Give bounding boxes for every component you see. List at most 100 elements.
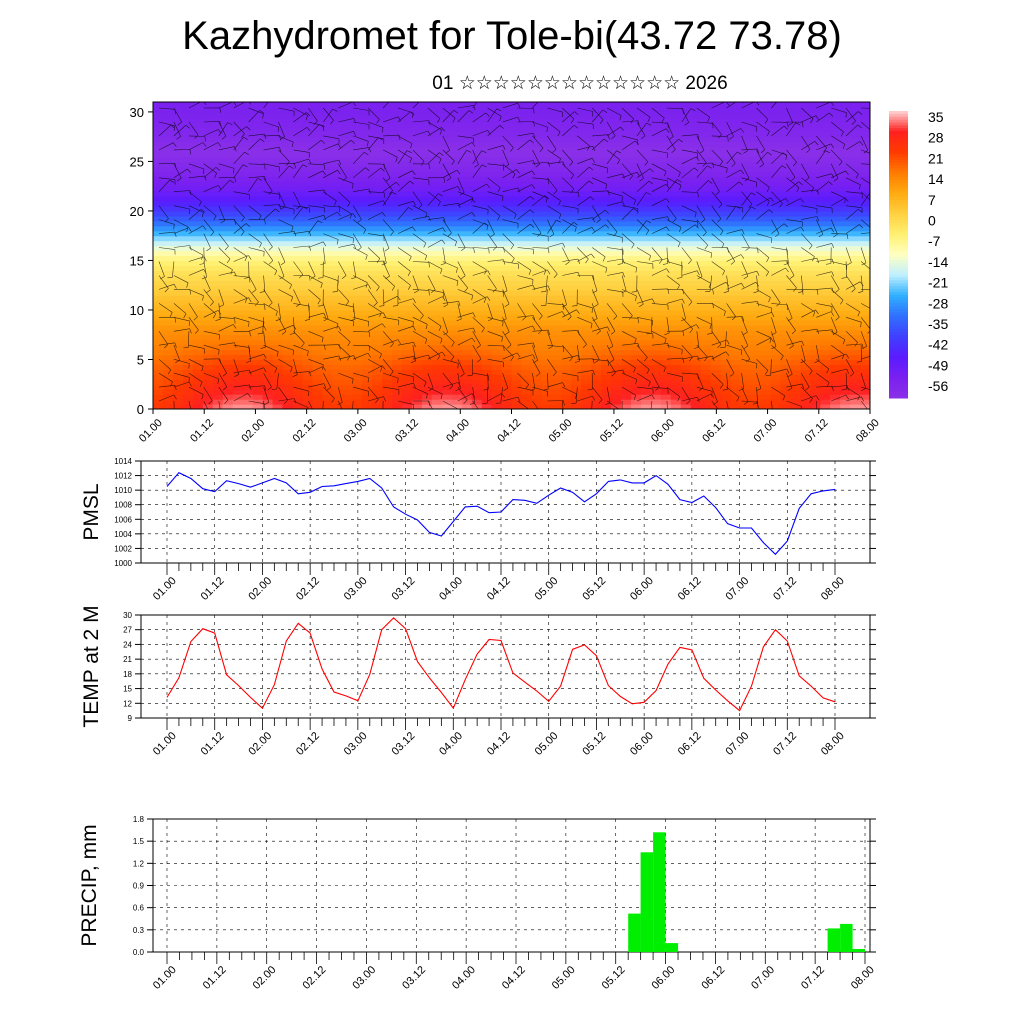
heatmap-cell bbox=[431, 314, 443, 321]
heatmap-cell bbox=[471, 230, 483, 237]
heatmap-cell bbox=[342, 156, 353, 163]
heatmap-cell bbox=[800, 339, 811, 346]
heatmap-cell bbox=[780, 305, 791, 311]
heatmap-cell bbox=[212, 300, 224, 306]
heatmap-cell bbox=[302, 161, 313, 167]
wind-barb-flag bbox=[215, 319, 221, 321]
heatmap-cell bbox=[640, 339, 652, 346]
heatmap-cell bbox=[581, 309, 592, 316]
heatmap-cell bbox=[660, 324, 672, 331]
heatmap-cell bbox=[461, 379, 473, 385]
heatmap-cell bbox=[810, 329, 821, 336]
heatmap-cell bbox=[810, 275, 821, 281]
heatmap-cell bbox=[650, 374, 662, 380]
heatmap-cell bbox=[392, 319, 403, 326]
heatmap-cell bbox=[770, 354, 781, 361]
heatmap-cell bbox=[302, 210, 313, 217]
heatmap-cell bbox=[611, 404, 622, 409]
heatmap-cell bbox=[481, 324, 493, 331]
heatmap-cell bbox=[252, 230, 264, 237]
heatmap-cell bbox=[312, 260, 323, 266]
heatmap-cell bbox=[242, 245, 254, 252]
wind-barb bbox=[323, 355, 340, 360]
heatmap-cell bbox=[621, 280, 632, 286]
heatmap-cell bbox=[531, 285, 542, 291]
heatmap-cell bbox=[242, 384, 254, 390]
wind-barb bbox=[276, 373, 279, 390]
heatmap-cell bbox=[242, 181, 254, 187]
heatmap-cell bbox=[501, 260, 513, 266]
heatmap-cell bbox=[302, 196, 313, 202]
heatmap-cell bbox=[312, 389, 323, 395]
wind-barb-flag bbox=[173, 284, 177, 289]
heatmap-cell bbox=[153, 334, 164, 341]
heatmap-cell bbox=[730, 374, 742, 380]
heatmap-cell bbox=[312, 196, 323, 202]
heatmap-cell bbox=[262, 126, 274, 133]
heatmap-cell bbox=[372, 102, 383, 108]
heatmap-cell bbox=[372, 334, 383, 341]
heatmap-cell bbox=[640, 245, 652, 252]
heatmap-cell bbox=[332, 329, 343, 336]
heatmap-cell bbox=[232, 220, 244, 227]
heatmap-cell bbox=[631, 156, 642, 163]
heatmap-cell bbox=[840, 339, 851, 346]
heatmap-cell bbox=[511, 102, 523, 108]
heatmap-cell bbox=[571, 141, 582, 148]
heatmap-cell bbox=[322, 201, 333, 207]
heatmap-cell bbox=[780, 201, 791, 207]
heatmap-cell bbox=[401, 196, 413, 202]
heatmap-cell bbox=[471, 250, 483, 257]
heatmap-cell bbox=[720, 146, 732, 153]
heatmap-cell bbox=[501, 151, 513, 158]
heatmap-cell bbox=[411, 324, 423, 331]
heatmap-cell bbox=[631, 166, 642, 172]
heatmap-cell bbox=[601, 131, 612, 138]
heatmap-cell bbox=[222, 121, 234, 128]
heatmap-cell bbox=[670, 374, 682, 380]
heatmap-cell bbox=[262, 205, 274, 212]
heatmap-cell bbox=[531, 250, 542, 257]
heatmap-cell bbox=[810, 285, 821, 291]
heatmap-cell bbox=[421, 300, 433, 306]
heatmap-cell bbox=[222, 171, 234, 177]
heatmap-cell bbox=[232, 102, 244, 108]
heatmap-cell bbox=[810, 161, 821, 167]
heatmap-cell bbox=[282, 280, 294, 286]
heatmap-cell bbox=[272, 270, 284, 276]
heatmap-cell bbox=[820, 255, 831, 262]
heatmap-cell bbox=[302, 295, 313, 301]
heatmap-cell bbox=[292, 201, 303, 207]
heatmap-cell bbox=[411, 235, 423, 242]
heatmap-cell bbox=[720, 161, 732, 167]
heatmap-cell bbox=[232, 295, 244, 301]
heatmap-cell bbox=[740, 260, 752, 266]
wind-barb-flag bbox=[276, 351, 279, 357]
heatmap-cell bbox=[860, 136, 870, 143]
heatmap-cell bbox=[561, 161, 572, 167]
heatmap-cell bbox=[850, 191, 861, 197]
heatmap-cell bbox=[860, 329, 870, 336]
wind-barb-flag bbox=[200, 209, 206, 213]
wind-barb bbox=[293, 205, 310, 209]
heatmap-cell bbox=[601, 106, 612, 113]
heatmap-cell bbox=[431, 191, 443, 197]
heatmap-cell bbox=[650, 181, 662, 187]
heatmap-cell bbox=[392, 359, 403, 366]
wind-barb-flag bbox=[313, 120, 318, 125]
heatmap-cell bbox=[840, 245, 851, 252]
heatmap-cell bbox=[820, 309, 831, 316]
heatmap-cell bbox=[611, 339, 622, 346]
heatmap-cell bbox=[192, 102, 204, 108]
heatmap-cell bbox=[172, 374, 184, 380]
heatmap-cell bbox=[521, 324, 533, 331]
heatmap-cell bbox=[401, 225, 413, 232]
heatmap-cell bbox=[153, 250, 164, 257]
wind-barb bbox=[308, 366, 324, 374]
heatmap-cell bbox=[611, 329, 622, 336]
heatmap-cell bbox=[770, 225, 781, 232]
heatmap-cell bbox=[790, 220, 801, 227]
heatmap-cell bbox=[860, 364, 870, 370]
wind-barb-flag bbox=[167, 369, 172, 375]
heatmap-cell bbox=[431, 305, 443, 311]
